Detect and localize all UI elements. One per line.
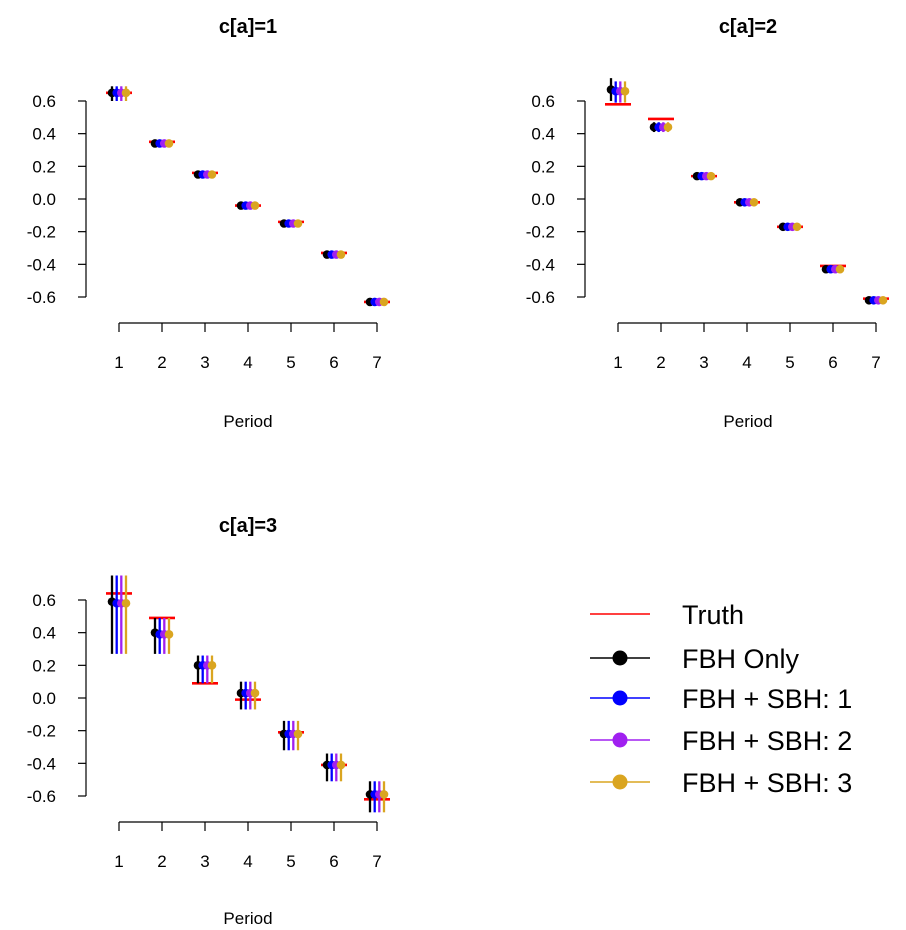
y-tick-label: 0.4 xyxy=(531,125,555,144)
data-point xyxy=(164,139,174,148)
legend-fbh-only-dot xyxy=(612,650,628,666)
y-tick-label: 0.6 xyxy=(32,92,56,111)
x-tick-label: 5 xyxy=(785,353,794,372)
x-tick-label: 2 xyxy=(157,852,166,871)
x-tick-label: 6 xyxy=(828,353,837,372)
x-tick-label: 3 xyxy=(699,353,708,372)
data-point xyxy=(749,197,759,207)
data-point xyxy=(379,297,389,307)
panel-3-xlabel: Period xyxy=(223,909,272,928)
data-point xyxy=(336,760,346,770)
y-tick-label: -0.6 xyxy=(526,288,555,307)
data-point xyxy=(792,222,802,232)
data-point xyxy=(293,729,303,739)
panel-2-marks xyxy=(605,78,889,305)
y-tick-label: 0.0 xyxy=(32,689,56,708)
y-tick-label: -0.6 xyxy=(27,288,56,307)
x-tick-label: 6 xyxy=(329,353,338,372)
legend-fbh-only-label: FBH Only xyxy=(682,644,800,674)
panel-1-xlabel: Period xyxy=(223,412,272,431)
x-tick-label: 6 xyxy=(329,852,338,871)
y-tick-label: 0.2 xyxy=(531,157,555,176)
legend-sbh-2-dot xyxy=(612,732,628,748)
x-tick-label: 4 xyxy=(742,353,751,372)
y-tick-label: 0.0 xyxy=(32,190,56,209)
legend-item-sbh-2: FBH + SBH: 2 xyxy=(590,726,852,756)
panel-1: c[a]=1 0.6 0.4 0.2 0.0 -0.2 -0.4 -0.6 1 2 3 4 5 6 7 P… xyxy=(27,16,390,431)
legend-sbh-1-label: FBH + SBH: 1 xyxy=(682,684,852,714)
y-tick-label: 0.2 xyxy=(32,157,56,176)
panel-3-axes: 0.6 0.4 0.2 0.0 -0.2 -0.4 -0.6 1 2 3 4 5 6 7 xyxy=(27,591,382,871)
y-tick-label: 0.4 xyxy=(32,125,56,144)
data-point xyxy=(250,201,260,210)
data-point xyxy=(121,598,131,608)
data-point xyxy=(620,86,630,96)
data-point xyxy=(706,171,716,181)
x-tick-label: 1 xyxy=(114,353,123,372)
panel-3: c[a]=3 0.6 0.4 0.2 0.0 -0.2 -0.4 -0.6 1 2 3 4 5 6 7 P… xyxy=(27,515,390,928)
x-tick-label: 7 xyxy=(372,353,381,372)
y-tick-label: 0.6 xyxy=(531,92,555,111)
legend-item-sbh-1: FBH + SBH: 1 xyxy=(590,684,852,714)
x-tick-label: 4 xyxy=(243,353,252,372)
legend-sbh-2-label: FBH + SBH: 2 xyxy=(682,726,852,756)
x-tick-label: 5 xyxy=(286,353,295,372)
x-tick-label: 7 xyxy=(871,353,880,372)
y-tick-label: -0.2 xyxy=(27,223,56,242)
panel-2-xlabel: Period xyxy=(723,412,772,431)
data-point xyxy=(663,122,673,132)
legend-sbh-3-label: FBH + SBH: 3 xyxy=(682,768,852,798)
data-point xyxy=(121,88,131,98)
y-tick-label: -0.4 xyxy=(27,754,56,773)
legend-item-fbh-only: FBH Only xyxy=(590,644,800,674)
x-tick-label: 3 xyxy=(200,353,209,372)
data-point xyxy=(207,661,217,670)
legend-truth-label: Truth xyxy=(682,600,744,630)
y-tick-label: -0.2 xyxy=(27,722,56,741)
panel-2: c[a]=2 0.6 0.4 0.2 0.0 -0.2 -0.4 -0.6 1 2 3 4 5 6 7 P… xyxy=(526,16,889,431)
panel-2-axes: 0.6 0.4 0.2 0.0 -0.2 -0.4 -0.6 1 2 3 4 5 6 7 xyxy=(526,92,881,372)
data-point xyxy=(835,264,845,274)
legend-sbh-1-dot xyxy=(612,690,628,706)
data-point xyxy=(336,250,346,259)
y-tick-label: 0.4 xyxy=(32,624,56,643)
x-tick-label: 3 xyxy=(200,852,209,871)
y-tick-label: -0.6 xyxy=(27,787,56,806)
legend: Truth FBH Only FBH + SBH: 1 FBH + SBH: 2 xyxy=(590,600,852,798)
data-point xyxy=(878,295,888,305)
x-tick-label: 5 xyxy=(286,852,295,871)
panel-3-title: c[a]=3 xyxy=(219,515,277,537)
panel-1-marks xyxy=(106,86,390,307)
plot-region xyxy=(106,575,390,813)
data-point xyxy=(207,170,217,179)
x-tick-label: 2 xyxy=(656,353,665,372)
plot-region xyxy=(106,86,390,307)
x-tick-label: 2 xyxy=(157,353,166,372)
panel-3-marks xyxy=(106,575,390,813)
panel-1-axes: 0.6 0.4 0.2 0.0 -0.2 -0.4 -0.6 1 2 3 4 5 6 7 xyxy=(27,92,382,372)
y-tick-label: -0.4 xyxy=(526,255,555,274)
y-tick-label: 0.6 xyxy=(32,591,56,610)
x-tick-label: 1 xyxy=(613,353,622,372)
legend-item-truth: Truth xyxy=(590,600,744,630)
x-tick-label: 1 xyxy=(114,852,123,871)
x-tick-label: 4 xyxy=(243,852,252,871)
data-point xyxy=(164,630,174,639)
x-tick-label: 7 xyxy=(372,852,381,871)
y-tick-label: 0.0 xyxy=(531,190,555,209)
panel-1-title: c[a]=1 xyxy=(219,16,277,38)
data-point xyxy=(293,219,303,228)
panel-2-title: c[a]=2 xyxy=(719,16,777,38)
legend-sbh-3-dot xyxy=(612,774,628,790)
y-tick-label: -0.2 xyxy=(526,223,555,242)
data-point xyxy=(379,790,389,799)
data-point xyxy=(250,688,260,698)
y-tick-label: 0.2 xyxy=(32,656,56,675)
legend-item-sbh-3: FBH + SBH: 3 xyxy=(590,768,852,798)
plot-region xyxy=(605,78,889,305)
y-tick-label: -0.4 xyxy=(27,255,56,274)
